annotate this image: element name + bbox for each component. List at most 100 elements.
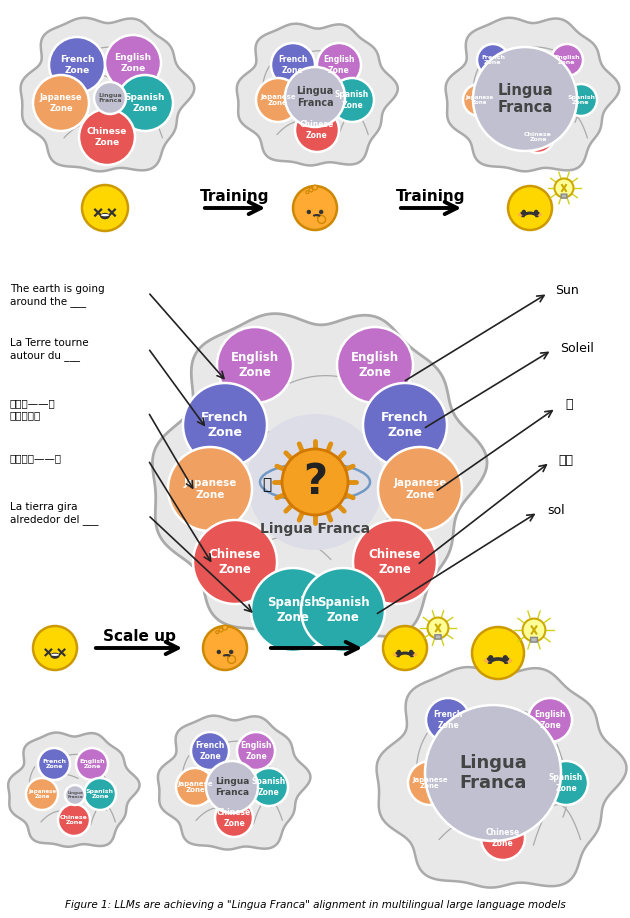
Circle shape bbox=[523, 619, 546, 642]
Circle shape bbox=[318, 216, 326, 223]
Circle shape bbox=[58, 804, 90, 836]
Polygon shape bbox=[8, 733, 139, 846]
Polygon shape bbox=[445, 17, 619, 172]
Text: French
Zone: French Zone bbox=[278, 55, 307, 74]
Circle shape bbox=[250, 768, 288, 806]
Ellipse shape bbox=[483, 659, 491, 663]
Polygon shape bbox=[152, 314, 487, 638]
Text: French
Zone: French Zone bbox=[201, 411, 249, 439]
Circle shape bbox=[82, 185, 128, 231]
Text: French
Zone: French Zone bbox=[481, 55, 505, 65]
Circle shape bbox=[330, 78, 374, 122]
Text: Spanish
Zone: Spanish Zone bbox=[252, 778, 286, 797]
Text: Spanish
Zone: Spanish Zone bbox=[567, 95, 595, 106]
Text: Training: Training bbox=[200, 188, 270, 204]
Text: Lingua
Franca: Lingua Franca bbox=[459, 754, 527, 792]
Text: English
Zone: English Zone bbox=[351, 352, 399, 379]
Polygon shape bbox=[377, 667, 626, 888]
Text: French
Zone: French Zone bbox=[60, 55, 94, 74]
Polygon shape bbox=[158, 716, 311, 849]
Circle shape bbox=[33, 75, 89, 131]
Circle shape bbox=[285, 67, 345, 127]
Circle shape bbox=[219, 628, 223, 632]
Circle shape bbox=[301, 568, 385, 652]
Text: 🌍: 🌍 bbox=[263, 477, 272, 492]
Text: Japanese
Zone: Japanese Zone bbox=[177, 780, 213, 793]
Circle shape bbox=[317, 43, 361, 87]
Polygon shape bbox=[237, 24, 398, 165]
Text: English
Zone: English Zone bbox=[115, 53, 152, 73]
Ellipse shape bbox=[101, 214, 109, 217]
Text: The earth is going
around the ___: The earth is going around the ___ bbox=[10, 284, 105, 308]
Circle shape bbox=[193, 520, 277, 604]
FancyBboxPatch shape bbox=[561, 194, 567, 198]
Circle shape bbox=[463, 84, 495, 116]
Circle shape bbox=[307, 209, 311, 214]
Circle shape bbox=[565, 84, 597, 116]
Circle shape bbox=[488, 655, 493, 660]
Circle shape bbox=[38, 748, 70, 780]
Text: Japanese
Zone: Japanese Zone bbox=[28, 789, 56, 800]
Circle shape bbox=[319, 209, 323, 214]
Circle shape bbox=[522, 121, 554, 153]
Circle shape bbox=[94, 82, 126, 114]
Circle shape bbox=[76, 748, 108, 780]
Text: Spanish
Zone: Spanish Zone bbox=[266, 597, 319, 623]
Circle shape bbox=[105, 35, 161, 91]
Circle shape bbox=[33, 626, 77, 670]
Text: Spanish
Zone: Spanish Zone bbox=[335, 91, 369, 109]
Circle shape bbox=[251, 568, 335, 652]
Circle shape bbox=[215, 799, 253, 837]
Polygon shape bbox=[21, 17, 194, 172]
Circle shape bbox=[84, 778, 116, 810]
Text: Lingua Franca: Lingua Franca bbox=[260, 522, 370, 536]
Ellipse shape bbox=[50, 653, 60, 659]
Circle shape bbox=[508, 186, 552, 230]
FancyBboxPatch shape bbox=[530, 637, 537, 642]
Circle shape bbox=[26, 778, 58, 810]
Circle shape bbox=[534, 209, 539, 214]
Circle shape bbox=[408, 761, 452, 805]
Circle shape bbox=[217, 650, 221, 655]
Circle shape bbox=[426, 698, 470, 742]
Circle shape bbox=[168, 447, 252, 531]
Circle shape bbox=[306, 191, 309, 194]
Text: French
Zone: French Zone bbox=[381, 411, 429, 439]
Circle shape bbox=[227, 655, 236, 664]
Text: Lingua
Franca: Lingua Franca bbox=[497, 84, 553, 115]
Ellipse shape bbox=[518, 213, 524, 217]
Circle shape bbox=[65, 785, 85, 805]
Circle shape bbox=[293, 186, 337, 230]
Circle shape bbox=[337, 327, 413, 403]
Circle shape bbox=[353, 520, 437, 604]
Circle shape bbox=[282, 449, 348, 515]
FancyBboxPatch shape bbox=[435, 634, 441, 639]
Circle shape bbox=[428, 618, 449, 638]
Text: Chinese
Zone: Chinese Zone bbox=[217, 809, 251, 827]
Circle shape bbox=[229, 650, 233, 655]
Text: La Terre tourne
autour du ___: La Terre tourne autour du ___ bbox=[10, 338, 89, 362]
Text: Training: Training bbox=[396, 188, 466, 204]
Text: Scale up: Scale up bbox=[280, 629, 353, 644]
Text: ?: ? bbox=[303, 461, 327, 503]
Circle shape bbox=[363, 383, 447, 467]
Circle shape bbox=[397, 650, 401, 655]
Ellipse shape bbox=[51, 654, 59, 656]
Circle shape bbox=[528, 698, 572, 742]
Text: sol: sol bbox=[547, 503, 564, 517]
Text: Chinese
Zone: Chinese Zone bbox=[60, 814, 88, 825]
Text: Chinese
Zone: Chinese Zone bbox=[87, 128, 127, 147]
Ellipse shape bbox=[411, 653, 417, 656]
Text: La tierra gira
alrededor del ___: La tierra gira alrededor del ___ bbox=[10, 502, 98, 525]
Circle shape bbox=[309, 188, 313, 192]
Circle shape bbox=[425, 705, 561, 841]
Circle shape bbox=[49, 37, 105, 93]
Text: French
Zone: French Zone bbox=[195, 742, 225, 760]
Text: Japanese
Zone: Japanese Zone bbox=[465, 95, 493, 106]
Circle shape bbox=[473, 47, 577, 151]
Text: English
Zone: English Zone bbox=[231, 352, 279, 379]
Ellipse shape bbox=[392, 653, 399, 656]
Text: Chinese
Zone: Chinese Zone bbox=[369, 548, 421, 576]
Circle shape bbox=[79, 109, 135, 165]
Circle shape bbox=[256, 78, 300, 122]
